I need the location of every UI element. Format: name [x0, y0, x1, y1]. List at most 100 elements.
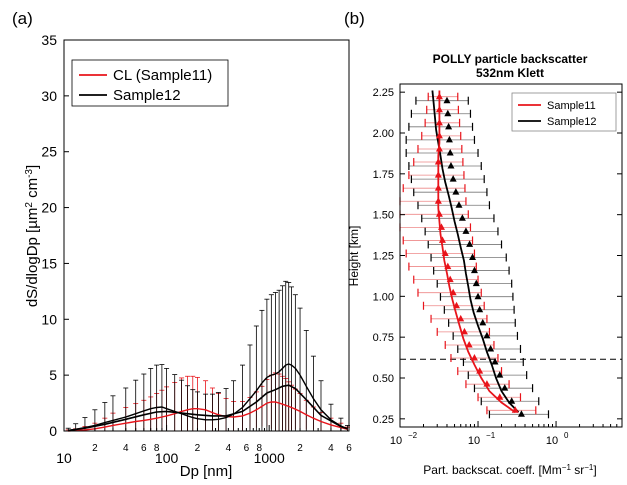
chart-b-ytick-label: 0.50 — [373, 373, 394, 385]
chart-a-xtick-minor-label: 6 — [244, 443, 250, 454]
chart-b-marker-sample12 — [491, 358, 499, 365]
chart-b-ticks: 0.25 0.50 0.75 1.00 1.25 1.50 1.75 2.00 2.25 10 −2… — [373, 87, 623, 447]
chart-b-marker-sample12 — [447, 162, 455, 169]
chart-b-marker-sample11 — [441, 249, 449, 256]
chart-a-xtick-minor-label: 6 — [346, 443, 352, 454]
chart-b-ytick-label: 1.50 — [373, 210, 394, 222]
chart-b-marker-sample12 — [445, 122, 453, 130]
chart-b-marker-sample11 — [434, 158, 442, 165]
chart-b-marker-sample11 — [465, 340, 473, 348]
chart-a-xtick-minor-label: 4 — [328, 443, 334, 454]
chart-a-legend-label-sample12: Sample12 — [113, 87, 181, 104]
chart-b-ylabel: Height [km] — [347, 226, 361, 287]
chart-a-legend-label-cl: CL (Sample11) — [113, 67, 212, 84]
chart-b-subtitle: 532nm Klett — [476, 66, 544, 80]
chart-b-marker-sample12 — [508, 397, 516, 404]
chart-a-series-line-sample12 — [68, 363, 348, 432]
chart-a-ytick-label: 10 — [41, 311, 57, 327]
chart-b-xtick-label: 10 — [468, 435, 480, 447]
chart-b-ytick-label: 1.25 — [373, 251, 394, 263]
chart-b-marker-sample11 — [449, 288, 457, 296]
chart-a-ylabel: dS/dlogDp [µm2 cm-3] — [24, 165, 42, 307]
chart-b-marker-sample11 — [434, 197, 442, 204]
chart-b-marker-sample11 — [435, 210, 443, 217]
chart-b-marker-sample12 — [476, 305, 484, 313]
chart-b-marker-sample12 — [479, 318, 487, 326]
chart-b-marker-sample11 — [496, 393, 504, 400]
chart-a-xtick-minor-label: 4 — [123, 443, 129, 454]
chart-b-xtick-label-exponent: 0 — [564, 431, 569, 440]
chart-a-xtick-minor-label: 8 — [256, 443, 262, 454]
chart-b-marker-sample12 — [455, 201, 463, 208]
chart-a-series-line-cl — [68, 401, 348, 432]
chart-b: POLLY particle backscatter 532nm Klett 0… — [347, 52, 623, 478]
chart-b-legend-box — [511, 92, 617, 132]
chart-b-marker-sample11 — [435, 131, 443, 139]
chart-a-xlabel: Dp [nm] — [180, 463, 233, 480]
chart-b-xtick-label: 10 — [390, 435, 402, 447]
chart-b-marker-sample11 — [434, 184, 442, 191]
panel-label-a: (a) — [12, 9, 33, 28]
chart-b-marker-sample11 — [483, 380, 491, 387]
chart-b-ytick-label: 0.75 — [373, 332, 394, 344]
chart-a-ytick-label: 0 — [49, 423, 57, 439]
chart-b-xtick-label: 10 — [546, 435, 558, 447]
chart-a-plot-layer — [65, 280, 350, 432]
chart-b-marker-sample11 — [438, 236, 446, 243]
chart-b-xlabel: Part. backscat. coeff. [Mm−1 sr−1] — [423, 463, 596, 478]
chart-b-marker-sample12 — [470, 266, 478, 274]
chart-b-marker-sample12 — [446, 148, 454, 156]
chart-a-xtick-minor-label: 4 — [226, 443, 232, 454]
chart-b-marker-sample11 — [511, 406, 519, 413]
chart-b-ytick-label: 2.25 — [373, 87, 394, 99]
chart-b-ytick-label: 1.75 — [373, 169, 394, 181]
chart-b-legend-label-sample12: Sample12 — [547, 116, 597, 128]
chart-a-ytick-label: 20 — [41, 200, 57, 216]
chart-a-xtick-minor-label: 2 — [195, 443, 201, 454]
chart-b-marker-sample12 — [444, 109, 452, 117]
chart-a-series-line-mean — [68, 384, 348, 432]
chart-b-plot-frame — [399, 83, 623, 428]
chart-a-xtick-minor-label: 2 — [92, 443, 98, 454]
chart-a-xtick-minor-label: 8 — [154, 443, 160, 454]
chart-b-marker-sample11 — [453, 301, 461, 309]
chart-b-marker-sample11 — [434, 171, 442, 178]
chart-a-ytick-label: 15 — [41, 255, 57, 271]
chart-a-legend: CL (Sample11) Sample12 — [71, 59, 229, 107]
chart-b-marker-sample12 — [462, 227, 470, 234]
chart-b-marker-sample12 — [443, 96, 451, 104]
chart-a-xtick-minor-label: 6 — [141, 443, 147, 454]
chart-b-marker-sample11 — [435, 144, 443, 152]
chart-b-marker-sample12 — [517, 410, 525, 417]
chart-b-marker-sample11 — [435, 92, 443, 100]
chart-b-xtick-label-exponent: −1 — [486, 431, 496, 440]
chart-b-marker-sample12 — [445, 135, 453, 143]
chart-b-ytick-label: 1.00 — [373, 291, 394, 303]
chart-b-plot-layer — [399, 90, 622, 419]
chart-b-marker-sample12 — [483, 331, 491, 339]
chart-b-marker-sample12 — [472, 279, 480, 287]
chart-a-ytick-label: 5 — [49, 367, 57, 383]
chart-b-legend-label-sample11: Sample11 — [547, 100, 596, 112]
chart-b-ytick-label: 0.25 — [373, 414, 394, 426]
chart-b-marker-sample12 — [469, 253, 477, 260]
chart-b-legend: Sample11 Sample12 — [511, 92, 617, 132]
chart-b-marker-sample12 — [496, 371, 504, 378]
chart-a-plot-frame — [63, 39, 350, 432]
chart-b-marker-sample11 — [446, 275, 454, 283]
chart-a-ytick-label: 25 — [41, 144, 57, 160]
chart-b-title: POLLY particle backscatter — [433, 52, 588, 66]
chart-b-marker-sample11 — [444, 262, 452, 270]
chart-b-marker-sample12 — [501, 384, 509, 391]
chart-b-ytick-label: 2.00 — [373, 128, 394, 140]
chart-b-marker-sample12 — [452, 188, 460, 195]
chart-b-marker-sample12 — [487, 344, 495, 352]
chart-b-marker-sample12 — [458, 214, 466, 221]
chart-b-marker-sample11 — [470, 354, 478, 361]
chart-a-legend-box — [71, 59, 229, 107]
chart-b-xtick-label-exponent: −2 — [408, 431, 418, 440]
chart-a-xtick-label: 1000 — [254, 450, 285, 466]
